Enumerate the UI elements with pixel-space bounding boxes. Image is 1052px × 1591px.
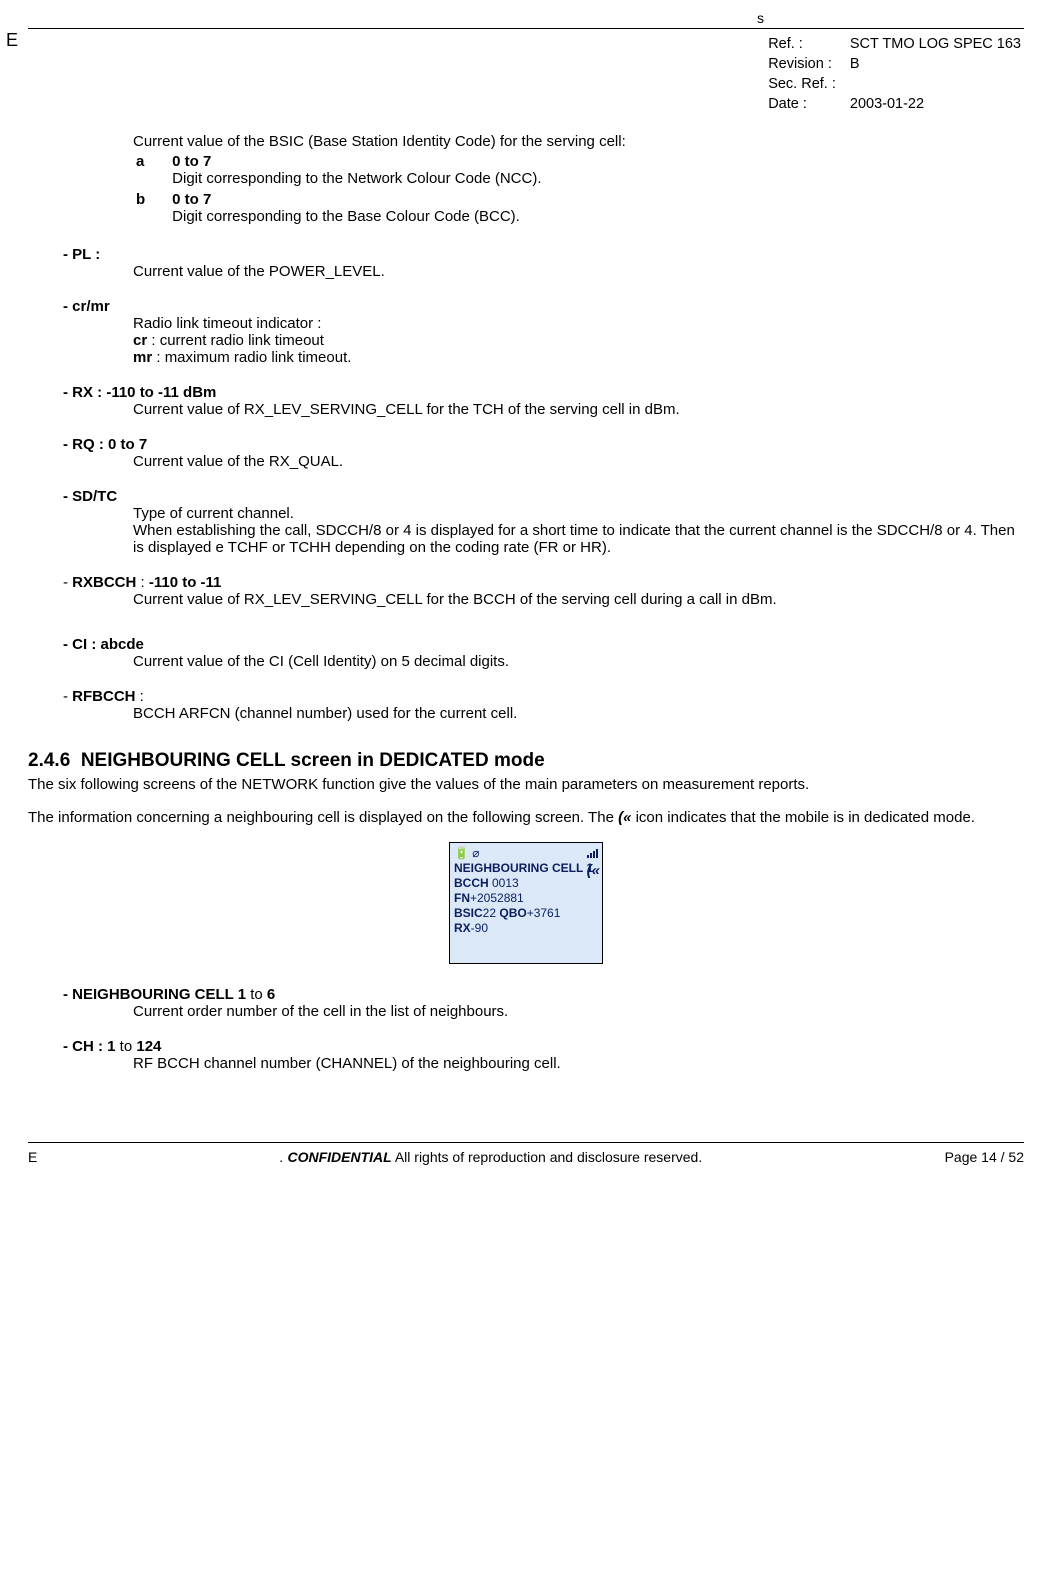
footer-mid: . CONFIDENTIAL All rights of reproductio… bbox=[280, 1149, 703, 1165]
section-title: NEIGHBOURING CELL screen in DEDICATED mo… bbox=[81, 750, 545, 771]
bsic-intro: Current value of the BSIC (Base Station … bbox=[133, 133, 1024, 150]
screen-line-fn: FN+2052881 bbox=[454, 891, 598, 906]
crmr-desc1: Radio link timeout indicator : bbox=[133, 315, 1024, 332]
crmr-desc3: mr : maximum radio link timeout. bbox=[133, 349, 1024, 366]
rfbcch-desc: BCCH ARFCN (channel number) used for the… bbox=[133, 705, 1024, 722]
page: s E Ref. : SCT TMO LOG SPEC 163 Revision… bbox=[0, 0, 1052, 1205]
dedicated-mode-icon: (« bbox=[587, 863, 600, 878]
footer-right: Page 14 / 52 bbox=[945, 1149, 1024, 1165]
rxbcch-label: - RXBCCH : -110 to -11 bbox=[63, 574, 1024, 591]
ch-label: - CH : 1 to 124 bbox=[63, 1038, 1024, 1055]
section-number: 2.4.6 bbox=[28, 750, 70, 771]
status-bar: 🔋 ⌀ bbox=[450, 843, 602, 861]
date-value: 2003-01-22 bbox=[846, 95, 1022, 113]
ci-item: - CI : abcde Current value of the CI (Ce… bbox=[63, 636, 1024, 670]
top-marker-s: s bbox=[28, 10, 1024, 26]
sdtc-desc2: When establishing the call, SDCCH/8 or 4… bbox=[133, 522, 1024, 556]
top-rule bbox=[28, 28, 1024, 29]
ci-label: - CI : abcde bbox=[63, 636, 1024, 653]
crmr-label: - cr/mr bbox=[63, 298, 1024, 315]
bsic-table: a 0 to 7 Digit corresponding to the Netw… bbox=[133, 150, 568, 228]
ch-item: - CH : 1 to 124 RF BCCH channel number (… bbox=[63, 1038, 1024, 1072]
bsic-b-key: b bbox=[135, 190, 169, 226]
antenna-icon: (« bbox=[618, 809, 631, 826]
ref-value: SCT TMO LOG SPEC 163 bbox=[846, 35, 1022, 53]
screen-title: NEIGHBOURING CELL 1 bbox=[454, 861, 598, 876]
rq-label: - RQ : 0 to 7 bbox=[63, 436, 1024, 453]
ncell-label: - NEIGHBOURING CELL 1 to 6 bbox=[63, 986, 1024, 1003]
bsic-a-range: 0 to 7 bbox=[172, 153, 211, 170]
rx-label: - RX : -110 to -11 dBm bbox=[63, 384, 1024, 401]
pl-label: - PL : bbox=[63, 246, 1024, 263]
ci-desc: Current value of the CI (Cell Identity) … bbox=[133, 653, 1024, 670]
rx-item: - RX : -110 to -11 dBm Current value of … bbox=[63, 384, 1024, 418]
content: Current value of the BSIC (Base Station … bbox=[63, 133, 1024, 722]
bsic-a-desc: Digit corresponding to the Network Colou… bbox=[172, 170, 541, 187]
ncell-desc: Current order number of the cell in the … bbox=[133, 1003, 1024, 1020]
sdtc-label: - SD/TC bbox=[63, 488, 1024, 505]
footer: E . CONFIDENTIAL All rights of reproduct… bbox=[28, 1142, 1024, 1165]
signal-icon bbox=[587, 849, 598, 858]
bsic-b-desc: Digit corresponding to the Base Colour C… bbox=[172, 208, 520, 225]
section-heading: 2.4.6 NEIGHBOURING CELL screen in DEDICA… bbox=[28, 750, 1024, 772]
crmr-item: - cr/mr Radio link timeout indicator : c… bbox=[63, 298, 1024, 366]
doc-header: Ref. : SCT TMO LOG SPEC 163 Revision : B… bbox=[28, 33, 1024, 115]
phone-screenshot: 🔋 ⌀ (« NEIGHBOURING CELL 1 BCCH 0013 FN+… bbox=[449, 842, 603, 964]
crmr-desc2: cr : current radio link timeout bbox=[133, 332, 1024, 349]
rfbcch-label: - RFBCCH : bbox=[63, 688, 1024, 705]
rxbcch-item: - RXBCCH : -110 to -11 Current value of … bbox=[63, 574, 1024, 608]
rfbcch-item: - RFBCCH : BCCH ARFCN (channel number) u… bbox=[63, 688, 1024, 722]
sdtc-item: - SD/TC Type of current channel. When es… bbox=[63, 488, 1024, 556]
ncell-item: - NEIGHBOURING CELL 1 to 6 Current order… bbox=[63, 986, 1024, 1020]
bsic-b-range: 0 to 7 bbox=[172, 191, 211, 208]
screen-body: (« NEIGHBOURING CELL 1 BCCH 0013 FN+2052… bbox=[450, 861, 602, 936]
secref-value bbox=[846, 75, 1022, 93]
ref-label: Ref. : bbox=[767, 35, 844, 53]
rq-item: - RQ : 0 to 7 Current value of the RX_QU… bbox=[63, 436, 1024, 470]
pl-item: - PL : Current value of the POWER_LEVEL. bbox=[63, 246, 1024, 280]
screen-line-bcch: BCCH 0013 bbox=[454, 876, 598, 891]
top-marker-e: E bbox=[6, 30, 18, 51]
rev-label: Revision : bbox=[767, 55, 844, 73]
sdtc-desc1: Type of current channel. bbox=[133, 505, 1024, 522]
screen-line-bsic: BSIC22 QBO+3761 bbox=[454, 906, 598, 921]
rxbcch-desc: Current value of RX_LEV_SERVING_CELL for… bbox=[133, 591, 1024, 608]
content-lower: - NEIGHBOURING CELL 1 to 6 Current order… bbox=[63, 986, 1024, 1072]
header-table: Ref. : SCT TMO LOG SPEC 163 Revision : B… bbox=[765, 33, 1024, 115]
rev-value: B bbox=[846, 55, 1022, 73]
status-left: 🔋 ⌀ bbox=[454, 846, 480, 860]
section-p1: The six following screens of the NETWORK… bbox=[28, 776, 1024, 793]
section-p2: The information concerning a neighbourin… bbox=[28, 809, 1024, 826]
pl-desc: Current value of the POWER_LEVEL. bbox=[133, 263, 1024, 280]
bsic-a-key: a bbox=[135, 152, 169, 188]
rx-desc: Current value of RX_LEV_SERVING_CELL for… bbox=[133, 401, 1024, 418]
ch-desc: RF BCCH channel number (CHANNEL) of the … bbox=[133, 1055, 1024, 1072]
footer-left: E bbox=[28, 1149, 37, 1165]
date-label: Date : bbox=[767, 95, 844, 113]
screen-line-rx: RX-90 bbox=[454, 921, 598, 936]
rq-desc: Current value of the RX_QUAL. bbox=[133, 453, 1024, 470]
secref-label: Sec. Ref. : bbox=[767, 75, 844, 93]
